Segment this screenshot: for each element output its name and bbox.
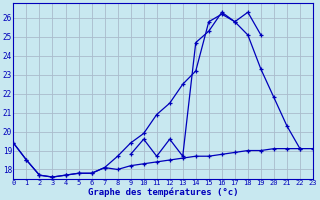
X-axis label: Graphe des températures (°c): Graphe des températures (°c) [88,188,238,197]
